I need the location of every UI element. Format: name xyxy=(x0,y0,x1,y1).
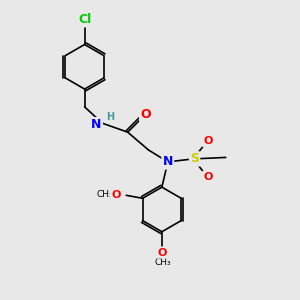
Text: O: O xyxy=(157,248,167,257)
Text: CH₃: CH₃ xyxy=(97,190,113,199)
Text: H: H xyxy=(106,112,114,122)
Text: O: O xyxy=(203,172,213,182)
Text: O: O xyxy=(203,136,213,146)
Text: O: O xyxy=(140,108,151,121)
Text: N: N xyxy=(91,118,102,131)
Text: Cl: Cl xyxy=(78,13,91,26)
Text: CH₃: CH₃ xyxy=(154,258,171,267)
Text: N: N xyxy=(163,155,173,168)
Text: O: O xyxy=(111,190,121,200)
Text: S: S xyxy=(190,152,199,165)
